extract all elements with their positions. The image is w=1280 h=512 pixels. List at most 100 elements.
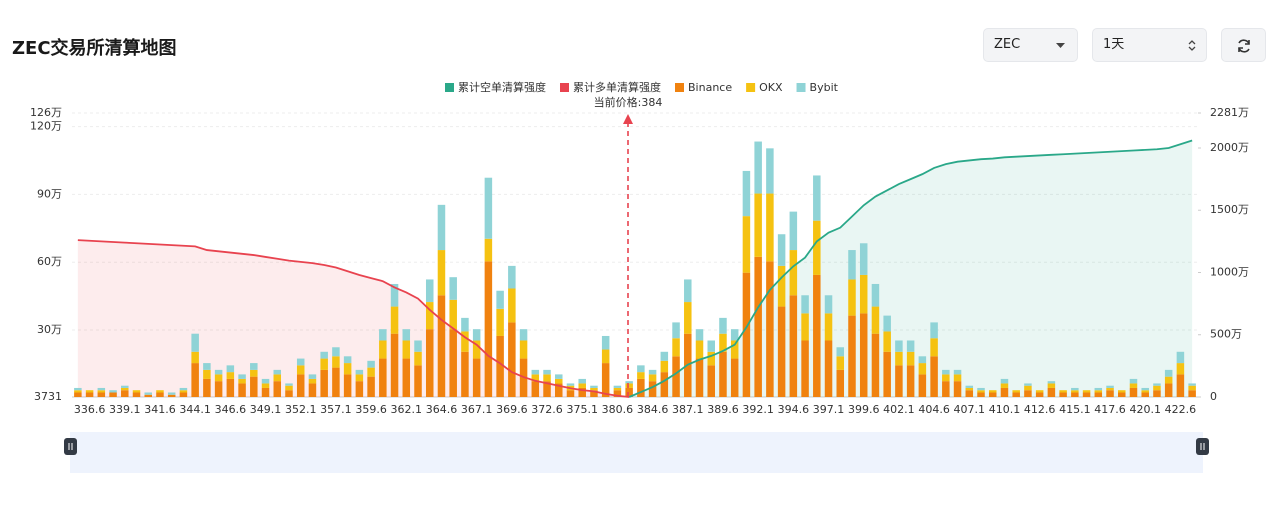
bar-segment [1164,376,1173,384]
refresh-button[interactable] [1221,28,1266,62]
bar-segment [754,193,762,257]
bar-segment [742,216,751,273]
legend-label: 累计多单清算强度 [573,80,661,94]
bar-segment [930,322,938,339]
bar-segment [1071,392,1079,397]
bar-segment [1000,383,1009,388]
x-tick-label: 339.1 [109,403,141,416]
legend-label: Binance [688,81,732,94]
bar-segment [484,177,493,239]
bar-segment [601,349,610,364]
bar-segment [824,313,833,341]
bar-segment [848,279,856,316]
bar-segment [719,333,727,352]
bar-segment [1153,390,1161,397]
bar-segment [238,378,246,384]
bar-segment [97,387,106,391]
bar-segment [777,265,786,307]
bar-segment [1106,390,1114,397]
bar-segment [425,302,434,330]
bar-segment [988,390,997,393]
slider-handle-left[interactable] [64,438,77,455]
bar-segment [813,220,821,275]
bar-segment [953,381,962,397]
bar-segment [918,356,927,364]
bar-segment [930,338,938,357]
bar-segment [74,387,82,391]
bar-segment [390,333,399,397]
bar-segment [1059,392,1067,397]
bar-segment [801,340,809,397]
area [77,240,630,397]
bar-segment [789,295,798,397]
bar-segment [1141,392,1149,397]
bar-segment [684,279,692,303]
bar-segment [461,331,469,352]
x-tick-label: 412.6 [1024,403,1056,416]
y-tick-label: 60万 [37,255,62,268]
x-tick-label: 344.1 [179,403,211,416]
current-price-label: 当前价格:384 [594,95,663,109]
bar-segment [578,383,586,388]
bar-segment [414,351,422,366]
x-tick-label: 404.6 [918,403,950,416]
bar-segment [719,351,727,397]
zoom-slider[interactable] [70,432,1203,473]
bar-segment [836,369,845,397]
bar-segment [754,256,762,397]
bar-segment [977,390,985,393]
bar-segment [906,365,915,397]
bar-segment [343,363,352,375]
bar-segment [1094,387,1103,391]
bar-segment [203,369,211,379]
bar-segment [74,390,82,393]
bar-segment [543,381,551,397]
bar-segment [1012,392,1020,397]
bar-segment [238,383,246,397]
bar-segment [848,250,856,280]
y2-tick-label: 1000万 [1210,265,1249,278]
legend-label: Bybit [810,81,839,94]
bar-segment [367,360,375,368]
symbol-select[interactable]: ZEC [983,28,1078,62]
x-tick-label: 394.6 [778,403,810,416]
y-tick-label: 3731 [34,390,62,403]
bar-segment [707,340,715,352]
bar-segment [672,338,680,357]
bar-segment [684,302,692,334]
bar-segment [179,387,188,391]
bar-segment [144,392,152,395]
bar-segment [813,175,821,221]
interval-select[interactable]: 1天 [1092,28,1207,62]
bar-segment [238,374,246,379]
bar-segment [285,385,293,391]
y-tick-label: 120万 [30,120,62,133]
x-tick-label: 389.6 [707,403,739,416]
current-price-arrow [623,114,633,124]
bar-segment [484,238,493,262]
bar-segment [859,274,868,314]
bar-segment [730,340,739,359]
bar-segment [250,376,258,397]
bar-segment [953,374,962,382]
bar-segment [472,340,481,359]
bar-segment [871,306,880,334]
bar-segment [531,381,540,397]
bar-segment [379,329,387,341]
bar-segment [414,340,422,352]
bar-segment [402,340,411,359]
y2-tick-label: 500万 [1210,328,1242,341]
bar-segment [895,365,903,397]
bar-segment [250,363,258,370]
bar-segment [1000,378,1009,384]
bar-segment [836,347,845,357]
legend-swatch [560,83,569,92]
bar-segment [824,295,833,314]
bar-segment [508,288,516,323]
slider-handle-right[interactable] [1196,438,1209,455]
legend-swatch [746,83,756,92]
bar-segment [425,329,434,397]
x-tick-label: 372.6 [531,403,563,416]
bar-segment [74,392,82,397]
bar-segment [918,363,927,375]
